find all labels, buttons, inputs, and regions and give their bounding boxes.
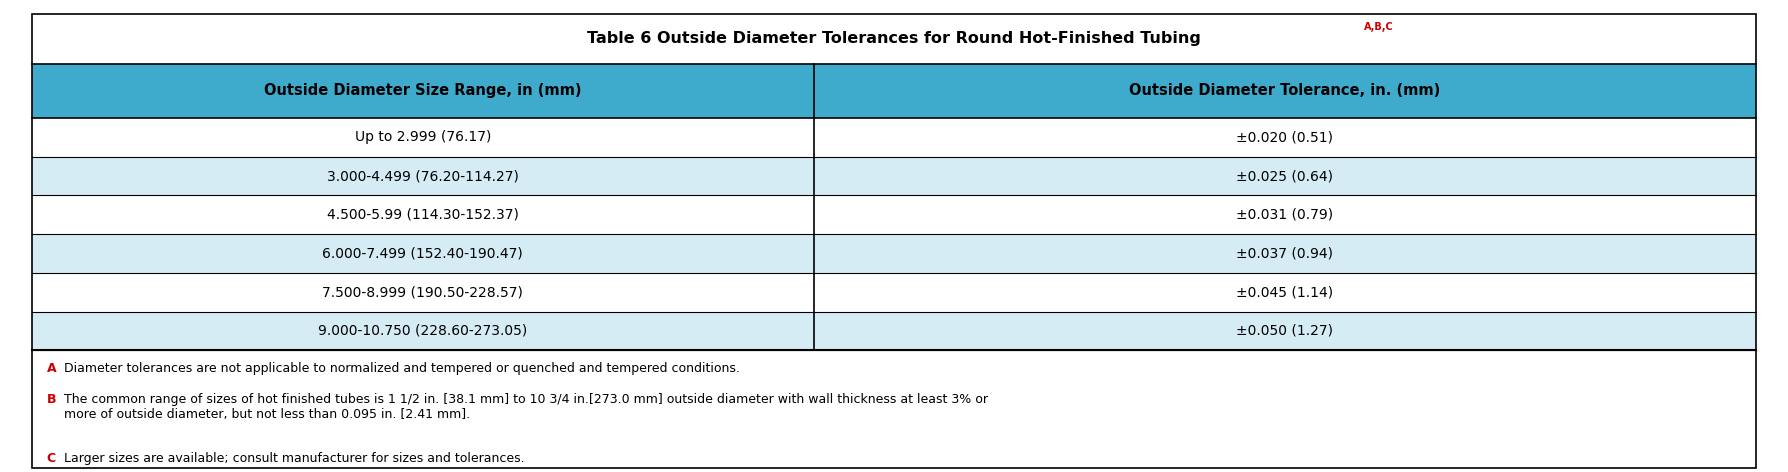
Bar [814, 118, 1756, 157]
Text: 6.000-7.499 (152.40-190.47): 6.000-7.499 (152.40-190.47) [322, 246, 524, 261]
Text: Outside Diameter Size Range, in (mm): Outside Diameter Size Range, in (mm) [265, 84, 581, 98]
Text: Top Steel: Top Steel [949, 131, 1089, 228]
Bar [32, 118, 814, 157]
Text: Top Steel: Top Steel [467, 339, 606, 435]
Bar [814, 157, 1756, 195]
Text: ±0.025 (0.64): ±0.025 (0.64) [1236, 169, 1334, 183]
Bar [32, 64, 814, 118]
Bar [32, 14, 1756, 64]
Bar [814, 195, 1756, 234]
Text: Top Steel: Top Steel [1396, 339, 1536, 435]
Text: ±0.020 (0.51): ±0.020 (0.51) [1236, 130, 1334, 144]
Text: 4.500-5.99 (114.30-152.37): 4.500-5.99 (114.30-152.37) [327, 208, 519, 222]
Text: C: C [46, 452, 55, 465]
Text: 7.500-8.999 (190.50-228.57): 7.500-8.999 (190.50-228.57) [322, 285, 524, 299]
Bar [814, 312, 1756, 350]
Bar [32, 234, 814, 273]
Text: ±0.045 (1.14): ±0.045 (1.14) [1236, 285, 1334, 299]
Text: Top Steel: Top Steel [73, 339, 213, 435]
Bar [814, 234, 1756, 273]
Text: Diameter tolerances are not applicable to normalized and tempered or quenched an: Diameter tolerances are not applicable t… [64, 362, 740, 375]
Text: Outside Diameter Tolerance, in. (mm): Outside Diameter Tolerance, in. (mm) [1128, 84, 1441, 98]
Text: ±0.031 (0.79): ±0.031 (0.79) [1236, 208, 1334, 222]
Bar [32, 350, 1756, 468]
Bar [32, 312, 814, 350]
Text: 3.000-4.499 (76.20-114.27): 3.000-4.499 (76.20-114.27) [327, 169, 519, 183]
Bar [814, 64, 1756, 118]
Text: Larger sizes are available; consult manufacturer for sizes and tolerances.: Larger sizes are available; consult manu… [64, 452, 526, 465]
Text: Top Steel: Top Steel [1396, 131, 1536, 228]
Bar [814, 273, 1756, 312]
Text: Top Steel: Top Steel [949, 339, 1089, 435]
Text: Up to 2.999 (76.17): Up to 2.999 (76.17) [354, 130, 492, 144]
Text: The common range of sizes of hot finished tubes is 1 1/2 in. [38.1 mm] to 10 3/4: The common range of sizes of hot finishe… [64, 393, 989, 421]
Text: ±0.037 (0.94): ±0.037 (0.94) [1236, 246, 1334, 261]
Text: B: B [46, 393, 55, 406]
Bar [32, 273, 814, 312]
Text: Top Steel: Top Steel [73, 131, 213, 228]
Text: Top Steel: Top Steel [467, 131, 606, 228]
Text: A,B,C: A,B,C [1364, 22, 1395, 32]
Text: 9.000-10.750 (228.60-273.05): 9.000-10.750 (228.60-273.05) [318, 324, 527, 338]
Bar [32, 157, 814, 195]
Text: Table 6 Outside Diameter Tolerances for Round Hot-Finished Tubing: Table 6 Outside Diameter Tolerances for … [586, 32, 1202, 46]
Text: ±0.050 (1.27): ±0.050 (1.27) [1236, 324, 1334, 338]
Bar [32, 195, 814, 234]
Text: A: A [46, 362, 55, 375]
